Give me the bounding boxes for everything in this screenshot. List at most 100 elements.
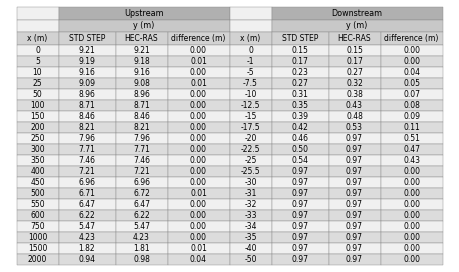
Text: 9.16: 9.16 (78, 68, 95, 77)
Text: 0.46: 0.46 (291, 134, 308, 143)
Text: 8.96: 8.96 (78, 90, 95, 99)
Text: 0.01: 0.01 (190, 79, 207, 88)
Bar (230, 166, 272, 177)
Bar (329, 32, 381, 45)
Bar (168, 188, 230, 199)
Text: 0.04: 0.04 (190, 255, 207, 264)
Bar (329, 56, 381, 67)
Bar (58, 7, 230, 20)
Text: 0.97: 0.97 (346, 233, 363, 242)
Text: 1000: 1000 (28, 233, 47, 242)
Text: 1.82: 1.82 (78, 244, 95, 253)
Text: 0.01: 0.01 (190, 57, 207, 66)
Text: 0.97: 0.97 (291, 244, 308, 253)
Bar (329, 199, 381, 210)
Bar (17, 188, 58, 199)
Text: -5: -5 (246, 68, 254, 77)
Bar (17, 155, 58, 166)
Bar (272, 7, 442, 20)
Bar (381, 122, 442, 133)
Bar (116, 78, 168, 89)
Text: 0.97: 0.97 (291, 189, 308, 198)
Bar (381, 199, 442, 210)
Bar (17, 144, 58, 155)
Bar (168, 45, 230, 56)
Bar (381, 144, 442, 155)
Bar (58, 78, 116, 89)
Bar (58, 221, 116, 232)
Bar (381, 221, 442, 232)
Text: 0.00: 0.00 (403, 57, 420, 66)
Bar (58, 56, 116, 67)
Bar (381, 188, 442, 199)
Text: STD STEP: STD STEP (282, 34, 318, 43)
Text: 0.07: 0.07 (403, 90, 420, 99)
Text: 0.43: 0.43 (346, 101, 363, 110)
Text: 0.97: 0.97 (291, 178, 308, 187)
Bar (381, 155, 442, 166)
Text: 0.00: 0.00 (190, 46, 207, 55)
Text: 0.00: 0.00 (403, 189, 420, 198)
Text: 0.47: 0.47 (403, 145, 420, 154)
Bar (329, 100, 381, 111)
Bar (329, 210, 381, 221)
Text: 0.94: 0.94 (78, 255, 95, 264)
Text: 0.38: 0.38 (346, 90, 363, 99)
Text: 0.97: 0.97 (291, 200, 308, 209)
Text: 0.53: 0.53 (346, 123, 363, 132)
Bar (17, 122, 58, 133)
Bar (230, 144, 272, 155)
Text: 0.31: 0.31 (291, 90, 308, 99)
Text: 7.71: 7.71 (133, 145, 150, 154)
Bar (381, 67, 442, 78)
Text: -20: -20 (244, 134, 257, 143)
Text: 50: 50 (33, 90, 42, 99)
Bar (17, 254, 58, 265)
Text: 6.22: 6.22 (78, 211, 95, 220)
Text: 0.43: 0.43 (403, 156, 420, 165)
Text: 450: 450 (30, 178, 45, 187)
Text: 0.97: 0.97 (346, 167, 363, 176)
Bar (17, 56, 58, 67)
Bar (168, 111, 230, 122)
Text: 0.39: 0.39 (291, 112, 308, 121)
Bar (329, 133, 381, 144)
Bar (230, 254, 272, 265)
Text: 0: 0 (35, 46, 40, 55)
Bar (329, 67, 381, 78)
Text: 6.71: 6.71 (78, 189, 95, 198)
Bar (168, 210, 230, 221)
Text: 0.00: 0.00 (403, 244, 420, 253)
Text: 5.47: 5.47 (78, 222, 95, 231)
Text: -10: -10 (244, 90, 257, 99)
Text: 9.19: 9.19 (78, 57, 95, 66)
Text: 4.23: 4.23 (133, 233, 150, 242)
Bar (116, 111, 168, 122)
Text: 600: 600 (30, 211, 45, 220)
Bar (381, 166, 442, 177)
Text: 0.35: 0.35 (291, 101, 308, 110)
Bar (381, 32, 442, 45)
Bar (230, 210, 272, 221)
Text: x (m): x (m) (28, 34, 48, 43)
Bar (381, 210, 442, 221)
Bar (116, 254, 168, 265)
Text: 0.97: 0.97 (346, 211, 363, 220)
Bar (17, 177, 58, 188)
Text: 100: 100 (30, 101, 45, 110)
Bar (17, 67, 58, 78)
Bar (17, 210, 58, 221)
Bar (58, 100, 116, 111)
Text: 0.27: 0.27 (291, 79, 308, 88)
Text: 500: 500 (30, 189, 45, 198)
Text: 200: 200 (30, 123, 45, 132)
Bar (381, 45, 442, 56)
Bar (329, 144, 381, 155)
Text: 0.00: 0.00 (190, 178, 207, 187)
Text: 0.97: 0.97 (346, 178, 363, 187)
Text: 9.09: 9.09 (78, 79, 95, 88)
Text: 25: 25 (33, 79, 42, 88)
Text: 5: 5 (35, 57, 40, 66)
Bar (230, 188, 272, 199)
Text: 0.00: 0.00 (190, 134, 207, 143)
